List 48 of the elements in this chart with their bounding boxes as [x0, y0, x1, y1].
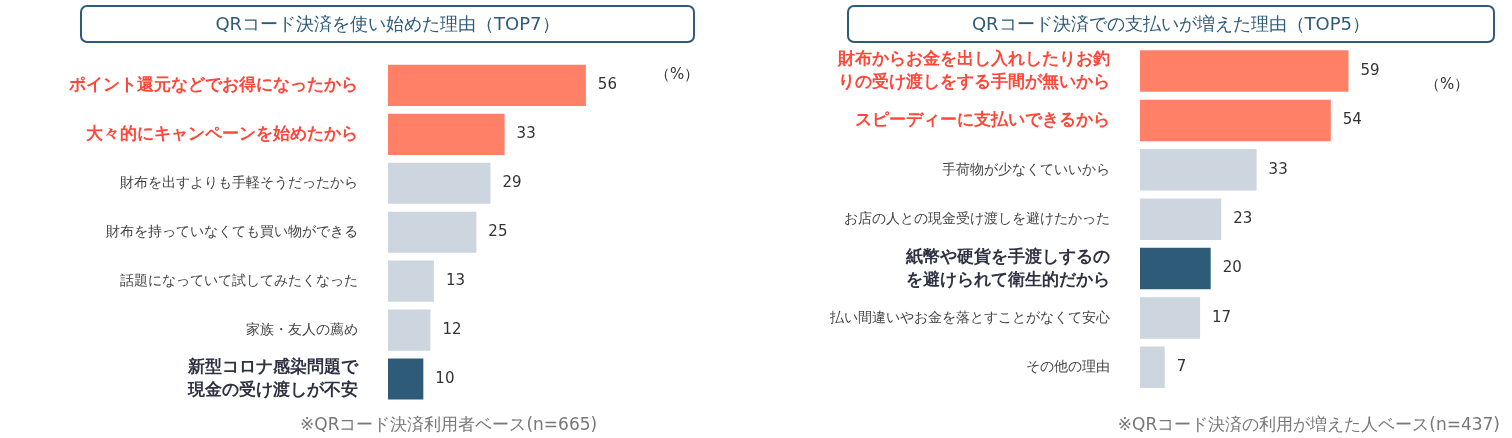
y-tick-label: 家族・友人の薦め [246, 320, 358, 337]
bar [388, 162, 491, 204]
chart-title: QRコード決済を使い始めた理由（TOP7） [80, 5, 695, 43]
text: （%） [655, 65, 700, 84]
y-tick-label: 話題になっていて試してみたくなった [120, 272, 358, 289]
bar [388, 64, 586, 106]
data-label: 33 [1268, 159, 1288, 178]
bar [1140, 149, 1257, 191]
text: ※QRコード決済の利用が増えた人ベース(n=437) [1117, 413, 1500, 436]
y-tick-label: 手荷物が少なくていいから [942, 160, 1110, 177]
y-tick-label: お店の人との現金受け渡しを避けたかった [844, 210, 1110, 227]
bar [1140, 247, 1211, 290]
data-label: 59 [1360, 60, 1380, 79]
y-tick-label: 紙幣や硬貨を手渡しするのを避けられて衛生的だから [905, 246, 1110, 289]
data-label: 17 [1212, 307, 1232, 326]
bar [388, 113, 505, 155]
text: （%） [1425, 75, 1470, 94]
bar [1140, 198, 1222, 240]
y-tick-label: ポイント還元などでお得になったから [68, 75, 358, 95]
data-label: 56 [597, 75, 617, 94]
y-tick-label: 新型コロナ感染問題で現金の受け渡しが不安 [187, 357, 359, 400]
data-label: 20 [1222, 258, 1242, 277]
data-label: 54 [1342, 110, 1362, 129]
y-tick-label: 財布を出すよりも手軽そうだったから [120, 174, 358, 191]
y-tick-label: 財布からお金を出し入れしたりお釣りの受け渡しをする手間が無いから [837, 49, 1110, 92]
bar [1140, 346, 1165, 389]
y-tick-label: その他の理由 [1026, 358, 1110, 375]
chart-title: QRコード決済での支払いが増えた理由（TOP5） [847, 5, 1495, 43]
data-label: 10 [435, 368, 455, 387]
data-label: 29 [502, 173, 522, 192]
bar [388, 358, 424, 400]
y-tick-label: 払い間違いやお金を落とすことがなくて安心 [829, 308, 1110, 325]
bar [388, 309, 431, 351]
bar [1140, 50, 1349, 92]
data-label: 12 [442, 320, 462, 339]
text: ※QRコード決済利用者ベース(n=665) [300, 413, 598, 436]
bar [388, 211, 477, 253]
data-label: 13 [445, 271, 466, 290]
bar [1140, 99, 1331, 142]
bar [388, 260, 434, 302]
data-label: 25 [488, 222, 508, 241]
y-tick-label: スピーディーに支払いできるから [855, 110, 1110, 130]
data-label: 7 [1176, 357, 1187, 376]
y-tick-label: 大々的にキャンペーンを始めたから [86, 124, 358, 144]
data-label: 33 [516, 124, 536, 143]
bar [1140, 297, 1201, 339]
data-label: 23 [1233, 209, 1253, 228]
y-tick-label: 財布を持っていなくても買い物ができる [106, 223, 358, 240]
